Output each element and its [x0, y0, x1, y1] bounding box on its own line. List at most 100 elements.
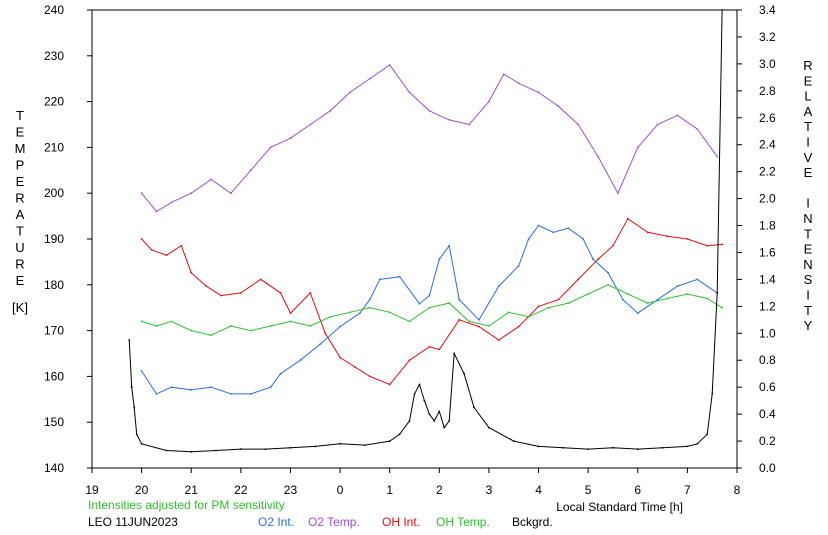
- data-point: [279, 372, 282, 375]
- data-point: [557, 105, 560, 108]
- data-point: [180, 244, 183, 247]
- data-point: [562, 446, 565, 449]
- data-point: [577, 278, 580, 281]
- left-axis-title-letter: R: [15, 257, 24, 272]
- data-point: [428, 294, 431, 297]
- left-axis-title-letter: T: [16, 108, 24, 123]
- data-point: [359, 312, 361, 314]
- data-point: [339, 356, 341, 359]
- station-date-label: LEO 11JUN2023: [88, 515, 178, 529]
- right-tick-label: 0.4: [759, 407, 776, 421]
- data-point: [170, 201, 173, 204]
- data-point: [398, 275, 401, 278]
- data-point: [537, 445, 540, 448]
- data-point: [135, 433, 138, 436]
- data-point: [190, 389, 193, 391]
- data-point: [646, 231, 649, 234]
- right-tick-label: 1.8: [759, 219, 776, 233]
- data-point: [517, 325, 520, 328]
- data-point: [622, 298, 624, 301]
- right-tick-label: 2.6: [759, 111, 776, 125]
- data-point: [210, 386, 213, 389]
- data-point: [349, 91, 351, 94]
- data-point: [438, 410, 441, 413]
- data-point: [448, 420, 451, 422]
- data-point: [721, 9, 723, 11]
- data-point: [130, 386, 133, 389]
- right-axis-title-letter: T: [804, 303, 812, 318]
- left-tick-label: 180: [44, 278, 64, 292]
- data-point: [349, 311, 351, 314]
- data-point: [428, 306, 431, 309]
- data-point: [458, 318, 461, 321]
- right-intensity-axis: 0.0 0.2 0.4 0.6 0.8 1.0 1.2 1.4 1.6 1.8 2.0 2.2 2.4 2…: [737, 3, 776, 475]
- data-point: [666, 235, 669, 238]
- left-tick-label: 140: [44, 461, 64, 475]
- series-line: [128, 9, 723, 453]
- data-point: [636, 146, 639, 149]
- left-tick-label: 210: [44, 140, 64, 154]
- data-point: [408, 91, 411, 94]
- right-axis-title-letter: T: [804, 226, 812, 241]
- data-point: [507, 311, 510, 314]
- right-tick-label: 3.4: [759, 3, 776, 17]
- right-tick-label: 0.0: [759, 461, 776, 475]
- right-axis-title-letter: E: [804, 242, 813, 257]
- data-point: [368, 77, 371, 80]
- x-tick-label: 19: [85, 483, 99, 497]
- data-point: [249, 169, 252, 172]
- data-point: [458, 298, 461, 301]
- data-point: [289, 312, 292, 314]
- data-point: [478, 318, 480, 321]
- data-point: [612, 244, 614, 247]
- data-point: [582, 238, 585, 240]
- data-point: [133, 406, 136, 409]
- data-point: [388, 440, 391, 442]
- data-point: [656, 298, 659, 301]
- data-point: [388, 64, 391, 66]
- legend-o2-temp: O2 Temp.: [308, 515, 360, 529]
- left-axis-title-letter: P: [16, 158, 25, 173]
- series-line: [141, 64, 718, 213]
- data-point: [597, 258, 599, 261]
- x-tick-label: 1: [386, 483, 393, 497]
- data-point: [170, 320, 173, 323]
- legend-oh-temp: OH Temp.: [436, 515, 490, 529]
- data-point: [686, 293, 689, 295]
- data-point: [190, 192, 193, 195]
- data-point: [314, 445, 317, 448]
- data-point: [517, 265, 520, 267]
- data-point: [517, 82, 520, 85]
- data-point: [607, 271, 609, 274]
- data-point: [567, 227, 570, 230]
- time-axis: 19 20 21 22 23 0 1 2 3 4 5 6 7 8: [85, 468, 741, 497]
- series-o2-temp: [140, 64, 719, 213]
- data-point: [636, 312, 639, 314]
- data-point: [140, 320, 143, 323]
- left-tick-label: 240: [44, 3, 64, 17]
- data-point: [368, 375, 371, 378]
- legend-bckgrd: Bckgrd.: [512, 515, 553, 529]
- data-point: [165, 449, 168, 452]
- data-point: [423, 399, 426, 402]
- data-point: [428, 345, 431, 348]
- data-point: [468, 320, 470, 323]
- data-point: [607, 283, 609, 286]
- data-point: [433, 420, 436, 422]
- data-point: [239, 292, 242, 294]
- left-axis-title-letter: R: [15, 191, 24, 206]
- right-axis-title-letter: E: [804, 73, 813, 88]
- left-tick-label: 200: [44, 186, 64, 200]
- right-axis-title-letter: E: [804, 165, 813, 180]
- data-point: [190, 329, 193, 332]
- left-tick-label: 190: [44, 232, 64, 246]
- data-point: [696, 128, 699, 131]
- data-point: [408, 320, 411, 323]
- data-point: [155, 325, 158, 327]
- left-temperature-axis: 140 150 160 170 180 190 200 210 220 230 240: [44, 3, 92, 475]
- data-point: [220, 294, 222, 297]
- data-point: [626, 293, 629, 295]
- data-point: [716, 155, 719, 158]
- data-point: [636, 448, 639, 450]
